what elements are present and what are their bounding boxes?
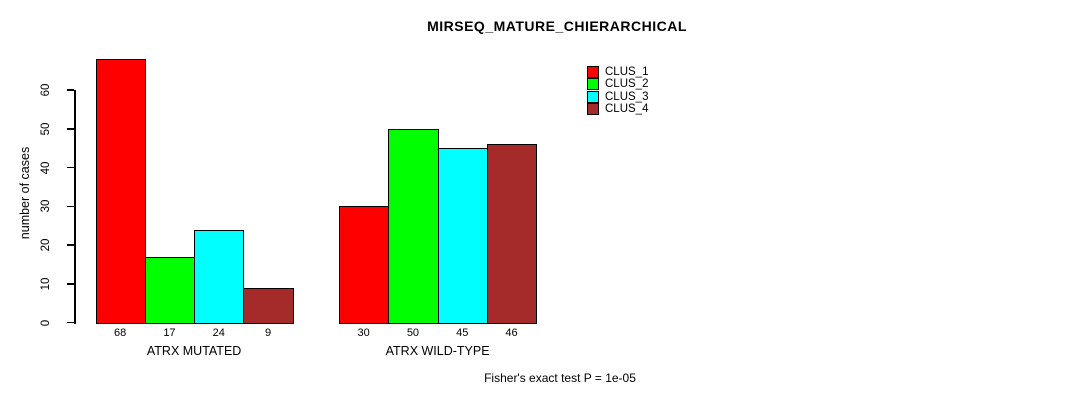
bar-clus_1-atrx-wild-type: [339, 206, 390, 324]
bar-value-label: 46: [505, 327, 518, 339]
y-axis-tick-label: 60: [40, 83, 52, 97]
legend-item: CLUS_2: [587, 78, 649, 91]
y-axis-tick-label: 50: [40, 122, 52, 136]
y-axis-tick: [67, 321, 74, 324]
y-axis-line: [74, 90, 76, 324]
bar-value-label: 50: [406, 327, 420, 339]
bar-clus_2-atrx-wild-type: [388, 128, 439, 324]
bar-clus_1-atrx-mutated: [95, 59, 146, 324]
legend-swatch: [587, 78, 599, 91]
legend-label: CLUS_1: [605, 66, 649, 79]
bar-value-label: 68: [114, 327, 127, 339]
legend-item: CLUS_4: [587, 103, 649, 116]
y-axis-tick-label: 30: [40, 199, 52, 213]
legend-item: CLUS_3: [587, 90, 649, 103]
legend: CLUS_1 CLUS_2 CLUS_3 CLUS_4: [587, 66, 649, 116]
y-axis-tick: [67, 128, 74, 130]
bar-clus_3-atrx-wild-type: [437, 148, 488, 324]
x-group-label: ATRX WILD-TYPE: [385, 343, 490, 358]
y-axis-tick-label: 20: [40, 238, 52, 252]
bar-clus_4-atrx-mutated: [243, 287, 294, 324]
legend-label: CLUS_4: [605, 103, 649, 116]
bar-value-label: 45: [456, 327, 469, 339]
legend-item: CLUS_1: [587, 66, 649, 79]
y-axis-tick-label: 40: [40, 161, 52, 174]
bar-value-label: 17: [163, 327, 176, 339]
footnote: Fisher's exact test P = 1e-05: [484, 371, 636, 385]
y-axis-tick-label: 10: [40, 277, 52, 291]
chart-title: MIRSEQ_MATURE_CHIERARCHICAL: [427, 18, 687, 34]
bar-value-label: 9: [264, 327, 272, 339]
x-group-label: ATRX MUTATED: [146, 343, 242, 358]
y-axis-tick: [67, 89, 74, 91]
legend-swatch: [587, 103, 599, 116]
legend-swatch: [587, 66, 599, 79]
bar-value-label: 30: [357, 327, 370, 339]
bar-clus_4-atrx-wild-type: [486, 144, 538, 324]
bar-clus_2-atrx-mutated: [144, 256, 196, 324]
y-axis-tick: [67, 205, 74, 207]
legend-label: CLUS_2: [605, 78, 649, 91]
bar-clus_3-atrx-mutated: [194, 229, 245, 324]
y-axis-tick: [67, 244, 74, 246]
legend-swatch: [587, 90, 599, 103]
y-axis-label: number of cases: [18, 146, 32, 240]
bar-value-label: 24: [212, 327, 225, 339]
y-axis-tick-label: 0: [40, 319, 52, 326]
legend-label: CLUS_3: [605, 90, 649, 103]
y-axis-tick: [67, 166, 74, 169]
y-axis-tick: [67, 283, 74, 285]
